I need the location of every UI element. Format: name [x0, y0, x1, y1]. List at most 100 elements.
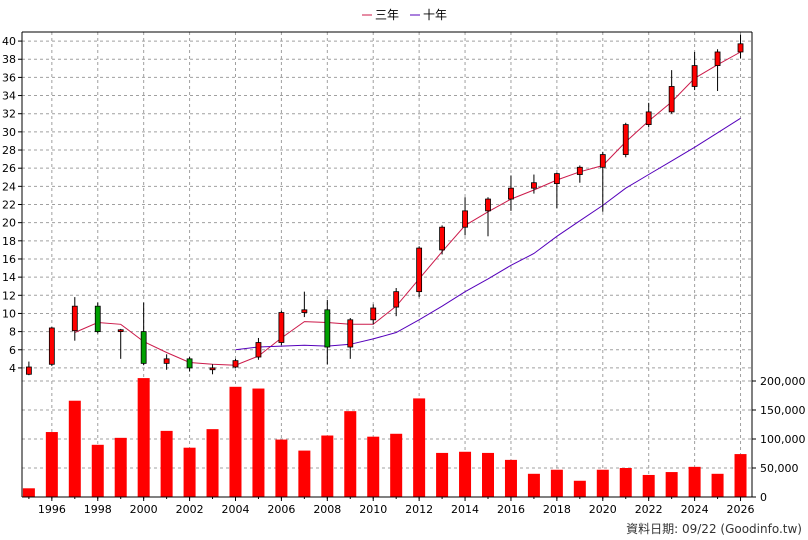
volume-bar-2026	[734, 454, 747, 497]
volume-bar-2025	[711, 473, 724, 497]
price-tick-label-2: 8	[9, 326, 16, 339]
x-tick-label-1: 1998	[84, 503, 112, 516]
x-tick-label-5: 2006	[267, 503, 295, 516]
volume-bar-2019	[573, 480, 586, 497]
x-tick-label-10: 2016	[497, 503, 525, 516]
ma-line-1	[235, 117, 741, 351]
candle-body-2011	[393, 291, 400, 308]
candle-body-2005	[255, 342, 262, 358]
volume-bar-2017	[527, 473, 540, 497]
volume-bar-2005	[252, 388, 265, 497]
x-tick-label-3: 2002	[176, 503, 204, 516]
volume-bar-2007	[298, 450, 311, 497]
candle-body-2022	[645, 111, 652, 126]
legend: 三年 十年	[362, 8, 447, 22]
volume-bar-2020	[596, 469, 609, 497]
volume-bar-1999	[114, 437, 127, 497]
candle-body-2025	[714, 51, 721, 66]
candle-body-2002	[186, 358, 193, 369]
price-tick-label-8: 20	[2, 217, 16, 230]
volume-bar-2012	[413, 398, 426, 497]
candlesticks	[25, 34, 744, 376]
volume-grid	[22, 380, 752, 497]
x-tick-label-4: 2004	[221, 503, 249, 516]
volume-tick-label-4: 200,000	[760, 375, 806, 388]
x-tick-label-11: 2018	[543, 503, 571, 516]
tick-labels: 46810121416182022242628303234363840050,0…	[2, 35, 806, 516]
volume-bar-2006	[275, 439, 288, 497]
price-tick-label-17: 38	[2, 53, 16, 66]
candle-body-2016	[508, 187, 514, 200]
price-tick-label-0: 4	[9, 362, 16, 375]
volume-bar-1997	[68, 400, 81, 497]
moving-average-lines	[74, 51, 741, 366]
volume-bar-2015	[482, 452, 495, 497]
candle-body-2023	[668, 86, 675, 113]
price-tick-label-13: 30	[2, 126, 16, 139]
candle-body-2014	[462, 210, 468, 228]
volume-bar-2022	[642, 474, 655, 497]
candle-body-2024	[691, 65, 698, 87]
price-tick-label-14: 32	[2, 108, 16, 121]
price-tick-label-4: 12	[2, 289, 16, 302]
candle-body-2001	[163, 358, 170, 364]
candle-body-1997	[71, 305, 78, 332]
volume-bar-2011	[390, 433, 403, 497]
candle-body-2018	[553, 173, 560, 185]
candle-body-2013	[439, 226, 445, 251]
candle-body-1999	[117, 329, 124, 333]
candle-body-2021	[622, 124, 629, 155]
candle-body-1998	[94, 305, 101, 333]
volume-bar-2001	[160, 430, 173, 497]
volume-tick-label-3: 150,000	[760, 404, 806, 417]
volume-bar-1998	[91, 444, 104, 497]
candle-body-2015	[485, 198, 491, 212]
price-tick-label-15: 34	[2, 90, 16, 103]
x-tick-label-13: 2022	[635, 503, 663, 516]
volume-bar-2000	[137, 378, 150, 497]
price-tick-label-5: 14	[2, 271, 16, 284]
volume-bar-2010	[367, 436, 380, 497]
candle-body-2004	[232, 360, 239, 368]
volume-tick-label-2: 100,000	[760, 433, 806, 446]
volume-bar-2014	[459, 451, 472, 497]
volume-bar-2023	[665, 472, 678, 497]
volume-bar-2018	[550, 469, 563, 497]
x-tick-label-6: 2008	[313, 503, 341, 516]
x-tick-label-8: 2012	[405, 503, 433, 516]
legend-label-0: 三年	[375, 8, 399, 22]
volume-bar-1995	[22, 488, 35, 497]
axes	[18, 31, 756, 501]
volume-tick-label-0: 0	[760, 491, 767, 504]
volume-bar-2016	[504, 459, 517, 497]
x-tick-label-2: 2000	[130, 503, 158, 516]
candle-body-2020	[599, 154, 606, 168]
volume-bar-2008	[321, 435, 334, 497]
volume-bar-2021	[619, 468, 632, 497]
x-tick-label-0: 1996	[38, 503, 66, 516]
price-tick-label-3: 10	[2, 307, 16, 320]
candle-body-2017	[531, 182, 537, 189]
volume-tick-label-1: 50,000	[760, 462, 799, 475]
candle-body-2019	[576, 166, 583, 175]
x-tick-label-12: 2020	[589, 503, 617, 516]
source-note: 資料日期: 09/22 (Goodinfo.tw)	[626, 522, 802, 536]
price-tick-label-11: 26	[2, 162, 16, 175]
price-tick-label-9: 22	[2, 199, 16, 212]
candle-body-2006	[278, 312, 285, 343]
volume-bar-2002	[183, 447, 196, 497]
price-tick-label-1: 6	[9, 344, 16, 357]
price-tick-label-12: 28	[2, 144, 16, 157]
legend-label-1: 十年	[423, 8, 447, 22]
volume-bar-2003	[206, 429, 219, 497]
candle-body-2008	[324, 309, 331, 348]
price-tick-label-6: 16	[2, 253, 16, 266]
volume-bar-2009	[344, 411, 357, 497]
volume-bars	[22, 378, 747, 497]
candle-body-1996	[48, 327, 55, 365]
ma-line-0	[74, 51, 741, 366]
volume-bar-1996	[45, 432, 58, 497]
candle-body-2003	[209, 367, 216, 371]
candle-body-2000	[140, 331, 147, 364]
